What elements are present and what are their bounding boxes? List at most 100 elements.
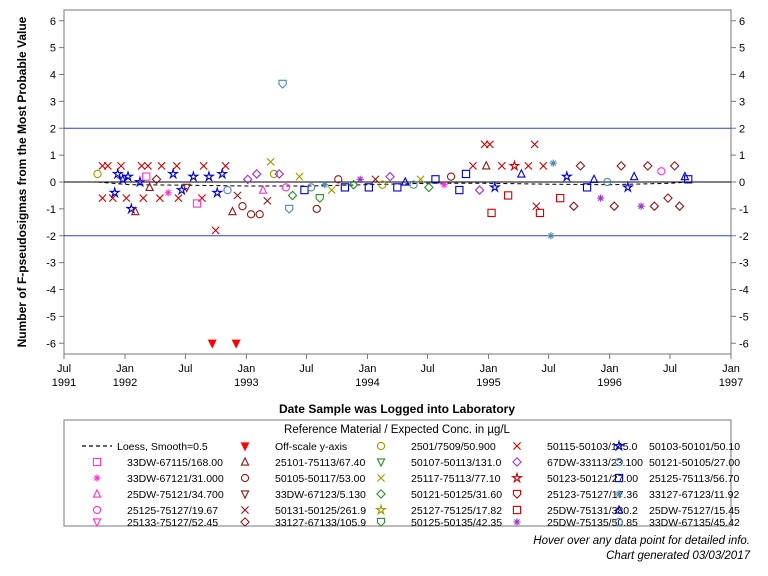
data-point[interactable] bbox=[251, 169, 262, 179]
data-point[interactable] bbox=[547, 232, 555, 240]
data-point[interactable] bbox=[210, 186, 224, 199]
data-point[interactable] bbox=[371, 175, 380, 184]
data-point[interactable] bbox=[334, 175, 343, 184]
data-point[interactable] bbox=[637, 202, 645, 210]
legend-marker[interactable] bbox=[513, 518, 521, 526]
data-point[interactable] bbox=[117, 161, 126, 170]
data-point[interactable] bbox=[431, 175, 440, 184]
data-point[interactable] bbox=[130, 206, 140, 216]
data-point[interactable] bbox=[497, 161, 506, 170]
data-point[interactable] bbox=[137, 161, 146, 170]
data-point[interactable] bbox=[568, 201, 579, 212]
data-point[interactable] bbox=[242, 174, 253, 185]
data-point[interactable] bbox=[98, 194, 107, 203]
data-point[interactable] bbox=[684, 175, 693, 184]
data-point[interactable] bbox=[321, 181, 329, 189]
legend-marker[interactable] bbox=[614, 517, 624, 527]
data-points[interactable] bbox=[93, 79, 693, 349]
legend-marker[interactable] bbox=[376, 517, 386, 527]
data-point[interactable] bbox=[143, 161, 152, 170]
legend-marker[interactable] bbox=[92, 505, 102, 515]
data-point[interactable] bbox=[315, 193, 324, 204]
data-point[interactable] bbox=[455, 185, 464, 195]
data-point[interactable] bbox=[278, 79, 287, 89]
off-scale-point[interactable] bbox=[207, 339, 217, 349]
data-point[interactable] bbox=[266, 157, 275, 166]
data-point[interactable] bbox=[172, 161, 181, 170]
legend-marker[interactable] bbox=[512, 457, 522, 467]
legend-marker[interactable] bbox=[240, 442, 250, 452]
data-point[interactable] bbox=[503, 191, 513, 200]
data-point[interactable] bbox=[103, 161, 112, 170]
legend-marker[interactable] bbox=[376, 489, 386, 499]
data-point[interactable] bbox=[508, 159, 521, 172]
data-point[interactable] bbox=[108, 186, 121, 199]
legend-marker[interactable] bbox=[510, 471, 524, 484]
data-point[interactable] bbox=[532, 202, 541, 211]
data-point[interactable] bbox=[649, 201, 660, 212]
data-point[interactable] bbox=[474, 185, 485, 195]
data-point[interactable] bbox=[356, 175, 364, 183]
data-point[interactable] bbox=[255, 210, 264, 219]
data-point[interactable] bbox=[155, 194, 164, 203]
legend-marker[interactable] bbox=[93, 474, 101, 482]
data-point[interactable] bbox=[609, 201, 620, 212]
legend-marker[interactable] bbox=[615, 490, 623, 498]
data-point[interactable] bbox=[166, 167, 180, 180]
data-point[interactable] bbox=[446, 172, 456, 181]
data-point[interactable] bbox=[157, 161, 166, 170]
data-point[interactable] bbox=[423, 182, 434, 193]
data-point[interactable] bbox=[663, 193, 673, 204]
data-point[interactable] bbox=[145, 182, 155, 192]
data-point[interactable] bbox=[274, 169, 285, 179]
data-point[interactable] bbox=[263, 196, 272, 205]
data-point[interactable] bbox=[488, 180, 502, 193]
data-point[interactable] bbox=[287, 190, 298, 201]
data-point[interactable] bbox=[385, 171, 395, 182]
data-point[interactable] bbox=[556, 193, 565, 203]
data-point[interactable] bbox=[549, 159, 557, 167]
data-point[interactable] bbox=[597, 194, 605, 202]
data-point[interactable] bbox=[122, 194, 131, 203]
data-point[interactable] bbox=[121, 170, 135, 182]
legend-marker[interactable] bbox=[92, 488, 102, 498]
data-point[interactable] bbox=[524, 161, 533, 170]
data-point[interactable] bbox=[378, 180, 387, 189]
legend-marker[interactable] bbox=[512, 489, 522, 499]
legend-marker[interactable] bbox=[512, 505, 522, 515]
data-point[interactable] bbox=[142, 172, 151, 181]
data-point[interactable] bbox=[468, 161, 477, 170]
data-point[interactable] bbox=[197, 194, 206, 203]
data-point[interactable] bbox=[409, 180, 418, 189]
legend-marker[interactable] bbox=[240, 456, 250, 466]
legend-marker[interactable] bbox=[240, 517, 250, 527]
data-point[interactable] bbox=[603, 177, 612, 187]
data-point[interactable] bbox=[393, 183, 402, 192]
data-point[interactable] bbox=[616, 160, 627, 171]
data-point[interactable] bbox=[589, 173, 599, 183]
data-point[interactable] bbox=[481, 160, 491, 170]
data-point[interactable] bbox=[187, 170, 200, 182]
legend-marker[interactable] bbox=[240, 473, 250, 483]
data-point[interactable] bbox=[560, 170, 574, 182]
data-point[interactable] bbox=[575, 160, 586, 171]
legend-marker[interactable] bbox=[376, 458, 386, 468]
data-point[interactable] bbox=[221, 161, 230, 170]
data-point[interactable] bbox=[621, 180, 635, 193]
legend-marker[interactable] bbox=[376, 441, 386, 451]
legend-marker[interactable] bbox=[614, 457, 624, 467]
data-point[interactable] bbox=[182, 183, 192, 193]
data-point[interactable] bbox=[340, 183, 350, 192]
data-point[interactable] bbox=[582, 183, 592, 192]
data-point[interactable] bbox=[312, 204, 321, 214]
data-point[interactable] bbox=[174, 194, 183, 203]
data-point[interactable] bbox=[215, 167, 229, 180]
data-point[interactable] bbox=[364, 183, 373, 192]
data-point[interactable] bbox=[674, 201, 685, 212]
data-point[interactable] bbox=[285, 204, 294, 214]
data-point[interactable] bbox=[202, 170, 216, 182]
data-point[interactable] bbox=[348, 179, 359, 190]
data-point[interactable] bbox=[629, 171, 639, 181]
off-scale-point[interactable] bbox=[231, 339, 241, 349]
data-point[interactable] bbox=[281, 183, 291, 192]
